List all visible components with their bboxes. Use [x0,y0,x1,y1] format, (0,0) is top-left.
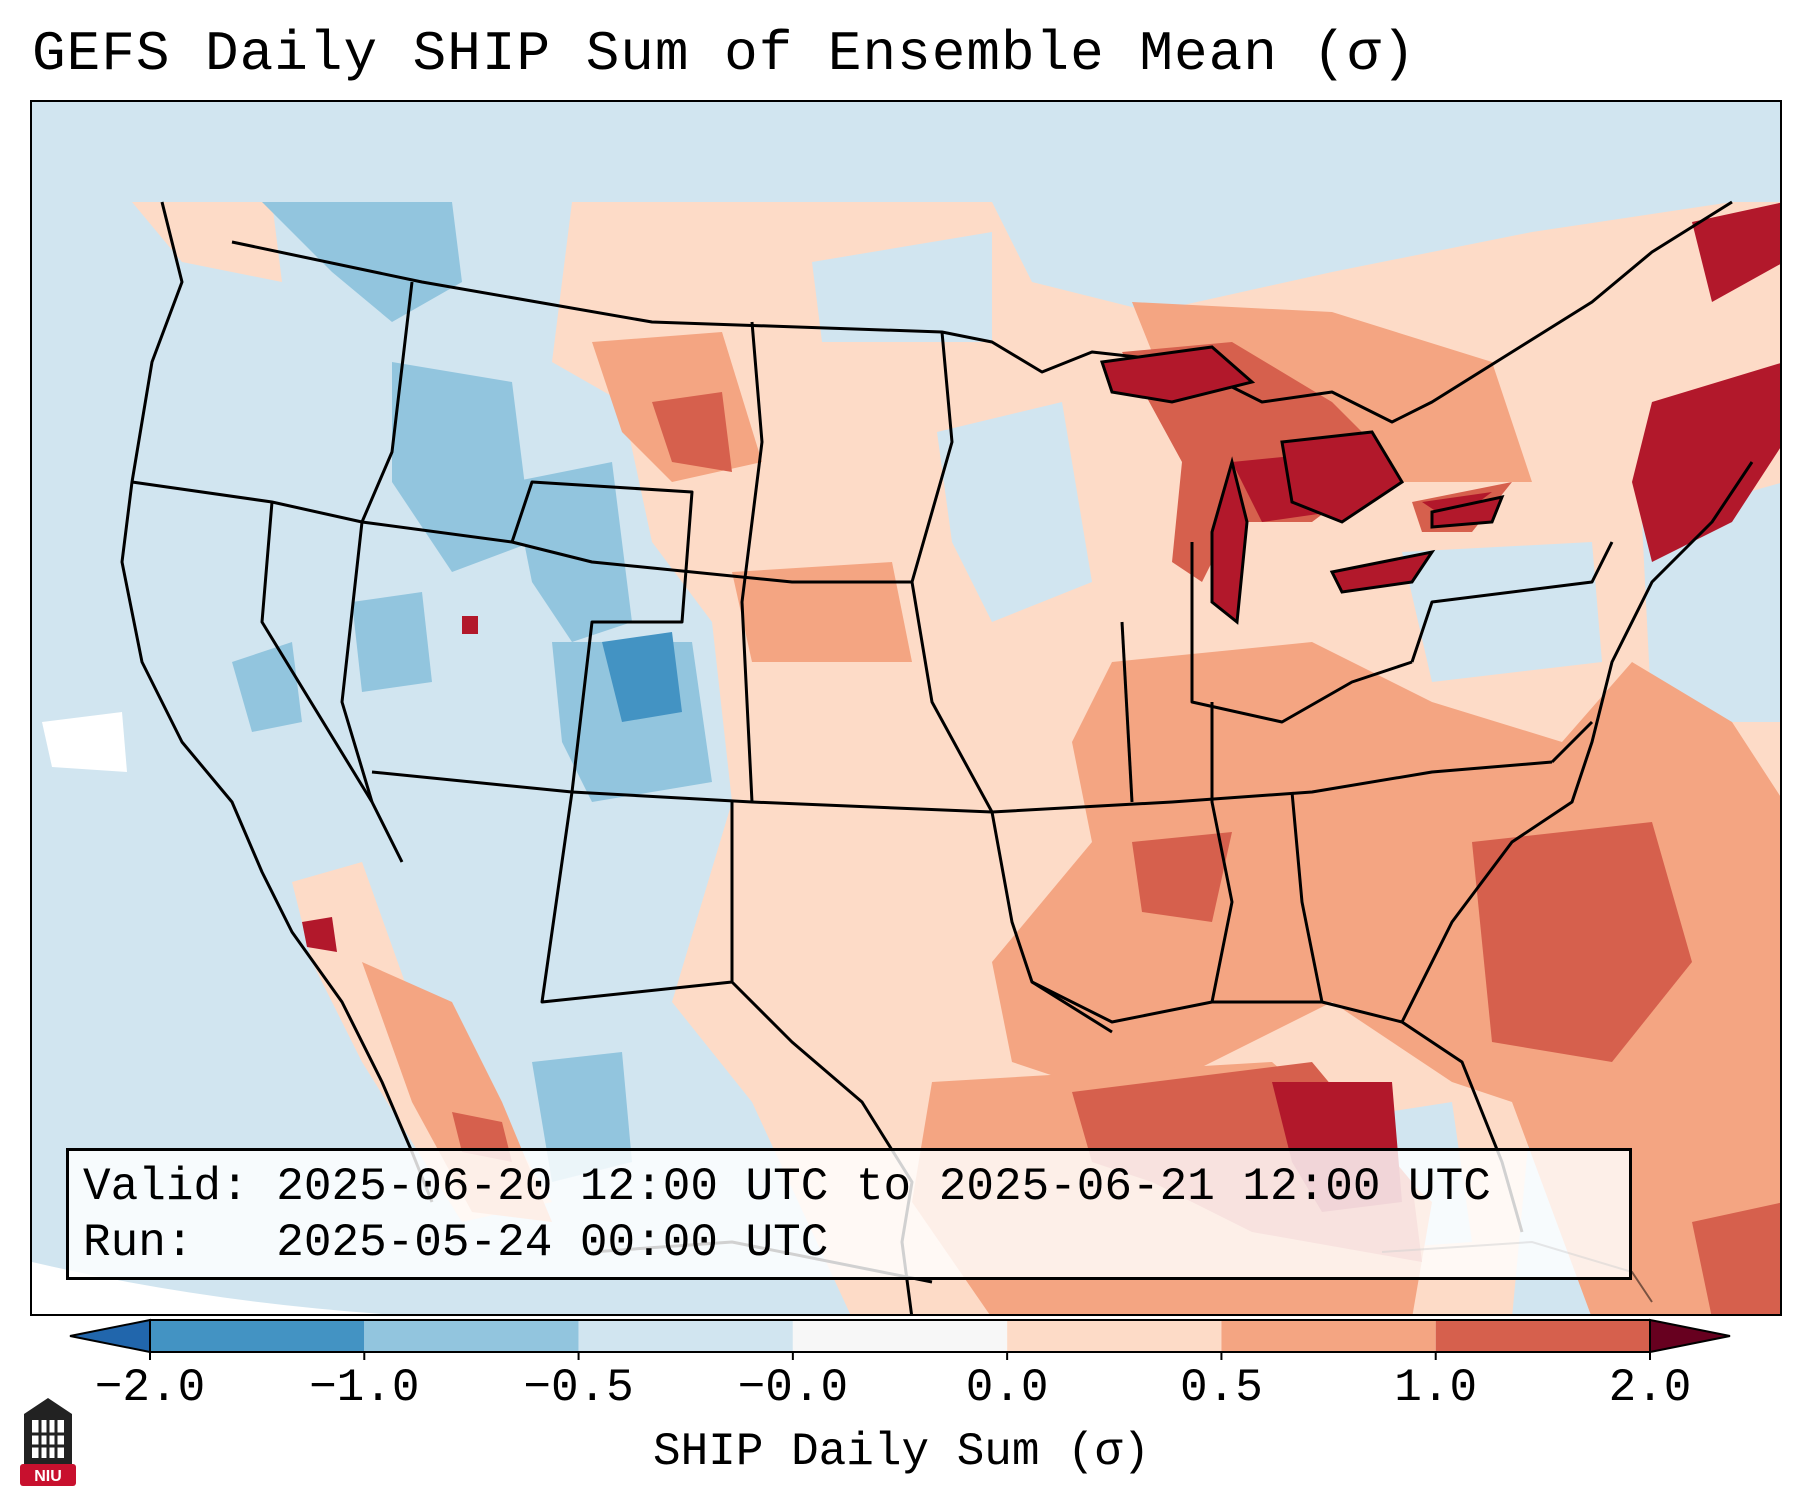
colorbar-tick-label: −0.0 [737,1362,849,1414]
run-label: Run: [83,1217,194,1269]
colorbar-extend-high [1649,1318,1731,1354]
colorbar-tick-label: 2.0 [1608,1362,1692,1414]
colorbar-segment [1007,1320,1222,1352]
colorbar-segment [578,1320,793,1352]
lake-huron [1280,430,1405,524]
figure-title: GEFS Daily SHIP Sum of Ensemble Mean (σ) [32,22,1417,86]
colorbar-tick-label: 0.0 [965,1362,1049,1414]
parallel-border-2 [371,760,1553,814]
northern-border [231,240,1183,374]
colorbar-tick-label: 1.0 [1394,1362,1478,1414]
map-panel [30,100,1782,1316]
colorbar-tick-label: −0.5 [523,1362,634,1414]
northeast-border [1181,200,1733,424]
valid-label: Valid: [83,1161,249,1213]
alabama-west [1210,702,1234,1003]
plains-meridian-2 [910,581,994,813]
niu-logo: NIU [20,1398,76,1486]
colorbar-label: SHIP Daily Sum (σ) [653,1426,1150,1478]
valid-value: 2025-06-20 12:00 UTC to 2025-06-21 12:00… [276,1161,1491,1213]
colorbar-tick-label: 0.5 [1180,1362,1263,1414]
plains-meridian-1 [740,321,764,803]
colorbar-segment [364,1320,579,1352]
illinois-east [1120,621,1134,803]
colorbar-segment [792,1320,1008,1352]
logo-text: NIU [34,1468,62,1485]
lake-erie [1329,549,1436,594]
anomaly-map [32,102,1780,1314]
colorbar-border [149,1319,1651,1353]
lake-ontario [1430,494,1505,529]
run-info-box: Valid: 2025-06-20 12:00 UTC to 2025-06-2… [66,1148,1632,1280]
colorbar-segment [150,1320,365,1352]
georgia-west [1290,791,1324,1003]
logo-badge [20,1464,76,1486]
lake-superior [1100,345,1256,404]
atlantic-coast [1400,461,1754,1023]
mississippi-river [990,811,1113,1034]
great-lakes [1100,345,1505,625]
idaho-border [360,281,414,523]
pennsylvania [1410,541,1614,663]
run-value: 2025-05-24 00:00 UTC [276,1217,829,1269]
colorbar-tick-label: −1.0 [309,1362,420,1414]
minnesota-west [910,331,954,583]
colorbar-segment [1435,1320,1650,1352]
nevada-border [260,501,404,863]
lake-michigan [1210,456,1249,625]
utah-west [340,521,374,803]
ohio-valley [1190,542,1413,724]
negative-strong-field [602,632,682,722]
colorbar-tick-label: −2.0 [94,1362,206,1414]
projection-edge [32,1262,384,1314]
colorbar-segment [1221,1320,1436,1352]
colorbar [69,1318,1731,1360]
carolina-border [1550,720,1594,764]
missing-data-patch [42,712,127,772]
pacific-coastline [120,201,434,1203]
colorbar-extend-low [69,1318,151,1354]
wyoming-colorado [510,480,694,793]
new-mexico [540,791,734,1004]
